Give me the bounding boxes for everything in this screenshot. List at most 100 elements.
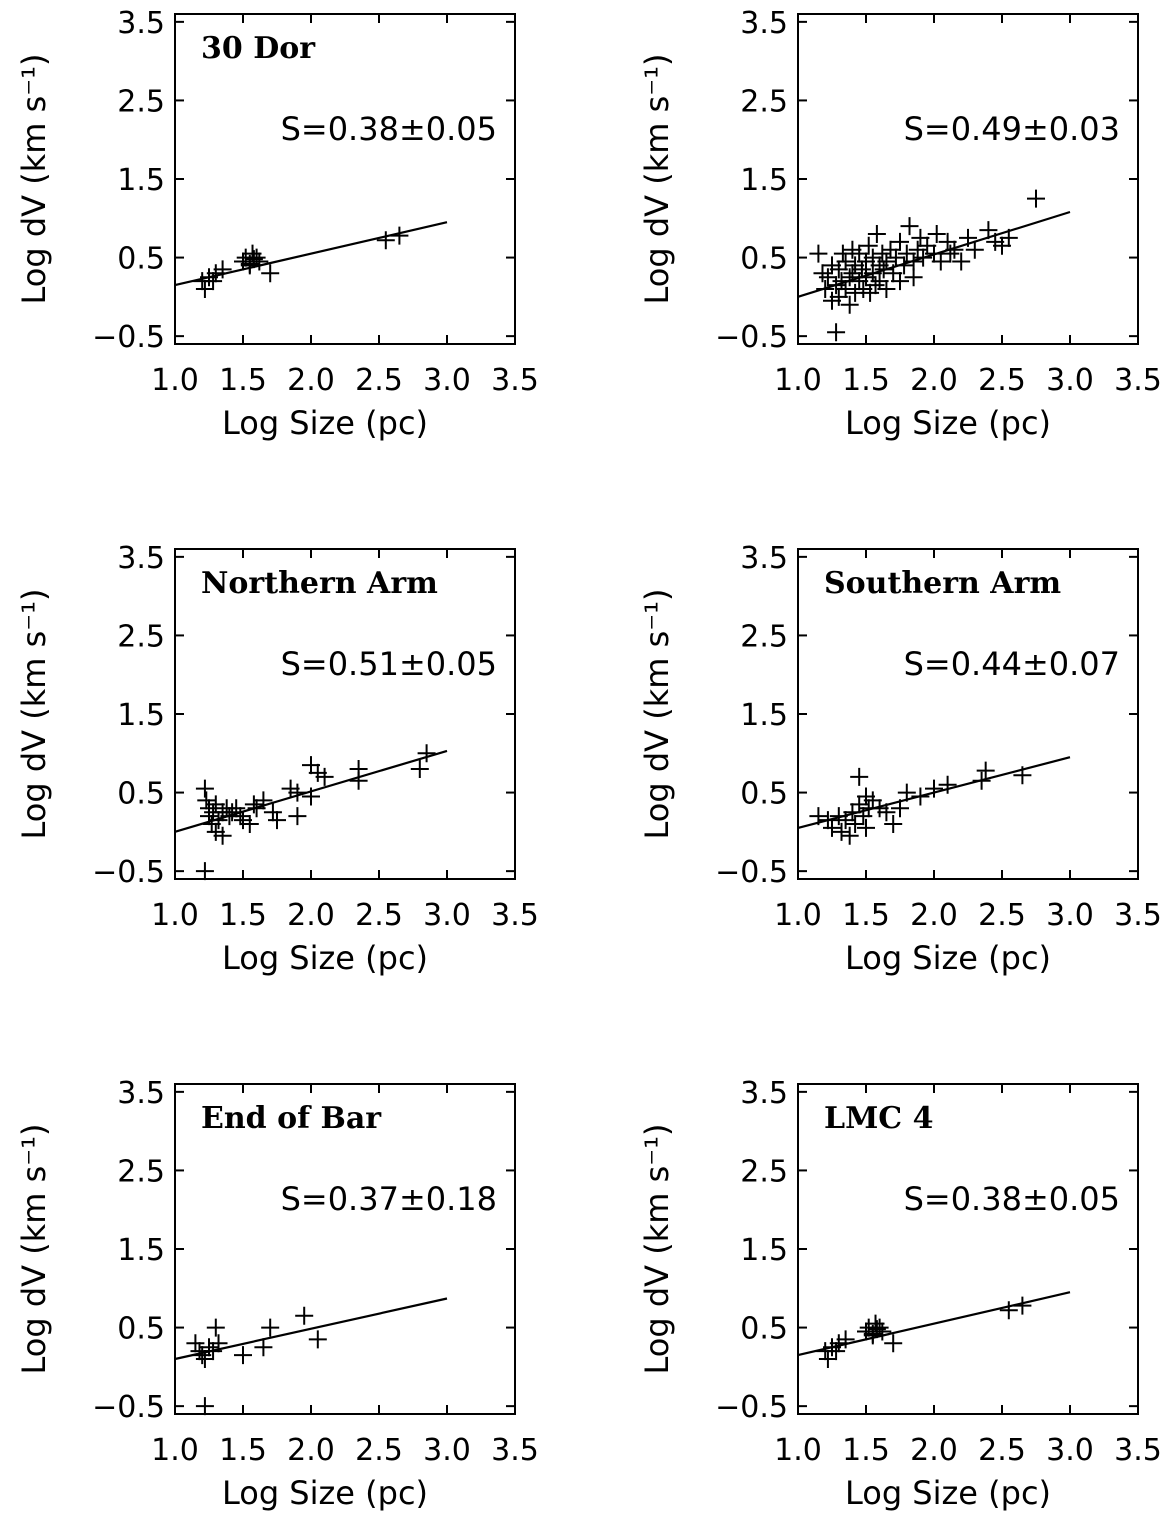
panel-title: End of Bar [201,1101,382,1136]
x-axis-label: Log Size (pc) [845,1474,1051,1512]
data-point [840,295,859,314]
data-point [818,811,837,830]
y-tick-label: 0.5 [117,777,165,812]
data-point [263,803,282,822]
data-point [836,280,855,298]
y-axis-label: Log dV (km s⁻¹) [638,54,676,305]
y-tick-label: 1.5 [740,163,788,198]
x-tick-label: 1.0 [774,1433,822,1468]
data-point [857,818,875,837]
fit-line [174,221,448,287]
panel-title: 30 Dor [201,31,316,66]
y-tick-label: 2.5 [117,619,165,654]
x-tick-label: 1.0 [151,1433,199,1468]
y-axis-label: Log dV (km s⁻¹) [15,589,53,840]
x-tick-label: 1.5 [219,898,267,933]
data-point [209,811,228,830]
x-tick-label: 1.5 [842,363,890,398]
y-axis-label: Log dV (km s⁻¹) [15,54,53,305]
data-point [877,252,896,271]
x-tick-label: 3.5 [1114,898,1162,933]
slope-annotation: S=0.38±0.05 [281,110,497,148]
data-point [999,228,1018,247]
x-tick-label: 1.0 [151,363,199,398]
y-tick-label: 2.5 [117,84,165,119]
x-axis-label: Log Size (pc) [222,404,428,442]
data-point [914,248,933,267]
data-point [965,240,984,259]
x-tick-label: 2.0 [287,1433,335,1468]
x-tick-label: 3.0 [1046,363,1094,398]
data-point [827,1342,846,1361]
data-point [349,760,368,778]
x-tick-label: 1.0 [151,898,199,933]
data-point [972,771,991,790]
data-point [288,783,307,802]
x-tick-label: 2.0 [910,1433,958,1468]
x-tick-label: 2.0 [287,363,335,398]
panel-title: LMC 4 [824,1101,934,1136]
y-tick-label: 2.5 [740,619,788,654]
x-tick-label: 2.5 [978,898,1026,933]
data-point [308,1330,327,1349]
data-point [204,272,223,291]
data-point [231,807,250,826]
data-point [315,767,334,786]
y-tick-label: −0.5 [92,855,165,890]
y-tick-label: 0.5 [117,242,165,277]
data-point [376,231,395,250]
y-tick-label: 1.5 [740,698,788,733]
data-point [816,280,835,298]
data-point [227,799,246,818]
data-point [209,1334,228,1353]
data-point [873,1322,892,1341]
x-tick-label: 1.0 [774,898,822,933]
x-tick-label: 1.5 [842,1433,890,1468]
y-tick-label: −0.5 [715,320,788,355]
y-tick-label: 1.5 [117,698,165,733]
y-tick-label: 2.5 [740,84,788,119]
data-point [410,760,429,778]
x-tick-label: 2.5 [978,363,1026,398]
slope-annotation: S=0.38±0.05 [904,1180,1120,1218]
y-tick-label: 3.5 [117,541,165,576]
data-point [840,826,859,845]
panel-5: 1.0 1.5 2.0 2.5 3.0 3.5 3.5 2.5 1.5 0.5 −0.5 Log Si… [15,1076,539,1512]
y-tick-label: 0.5 [117,1312,165,1347]
data-point [891,272,909,291]
data-point [900,217,919,236]
y-tick-label: 3.5 [117,6,165,41]
panel-1: 1.0 1.5 2.0 2.5 3.0 3.5 3.5 2.5 1.5 0.5 −0.5 Log Si… [15,6,539,442]
data-point [1027,189,1045,208]
x-tick-label: 2.0 [910,898,958,933]
slope-annotation: S=0.49±0.03 [904,110,1120,148]
data-point [884,1334,903,1353]
x-tick-label: 3.5 [491,1433,539,1468]
data-point [931,252,950,271]
y-tick-label: 3.5 [117,1076,165,1111]
x-tick-label: 3.0 [423,1433,471,1468]
data-point [859,236,878,255]
data-point [927,225,946,243]
data-point [250,252,269,271]
x-axis-label: Log Size (pc) [222,1474,428,1512]
x-axis-label: Log Size (pc) [222,939,428,977]
data-point [223,803,242,822]
y-axis-label: Log dV (km s⁻¹) [638,589,676,840]
y-tick-label: 2.5 [740,1154,788,1189]
data-point [295,1306,314,1325]
data-point [254,1338,273,1357]
x-tick-label: 3.5 [491,898,539,933]
data-point [904,252,923,271]
plot-frame [797,13,1139,345]
slope-annotation: S=0.44±0.07 [904,645,1120,683]
data-point [873,244,892,263]
data-point [941,244,960,263]
data-point [891,232,909,251]
data-point [925,779,943,798]
data-point [976,761,995,780]
fit-line [797,1291,1071,1357]
y-tick-label: −0.5 [92,320,165,355]
panel-3: 1.0 1.5 2.0 2.5 3.0 3.5 3.5 2.5 1.5 0.5 −0.5 Log Si… [15,541,539,977]
data-point [268,811,286,830]
